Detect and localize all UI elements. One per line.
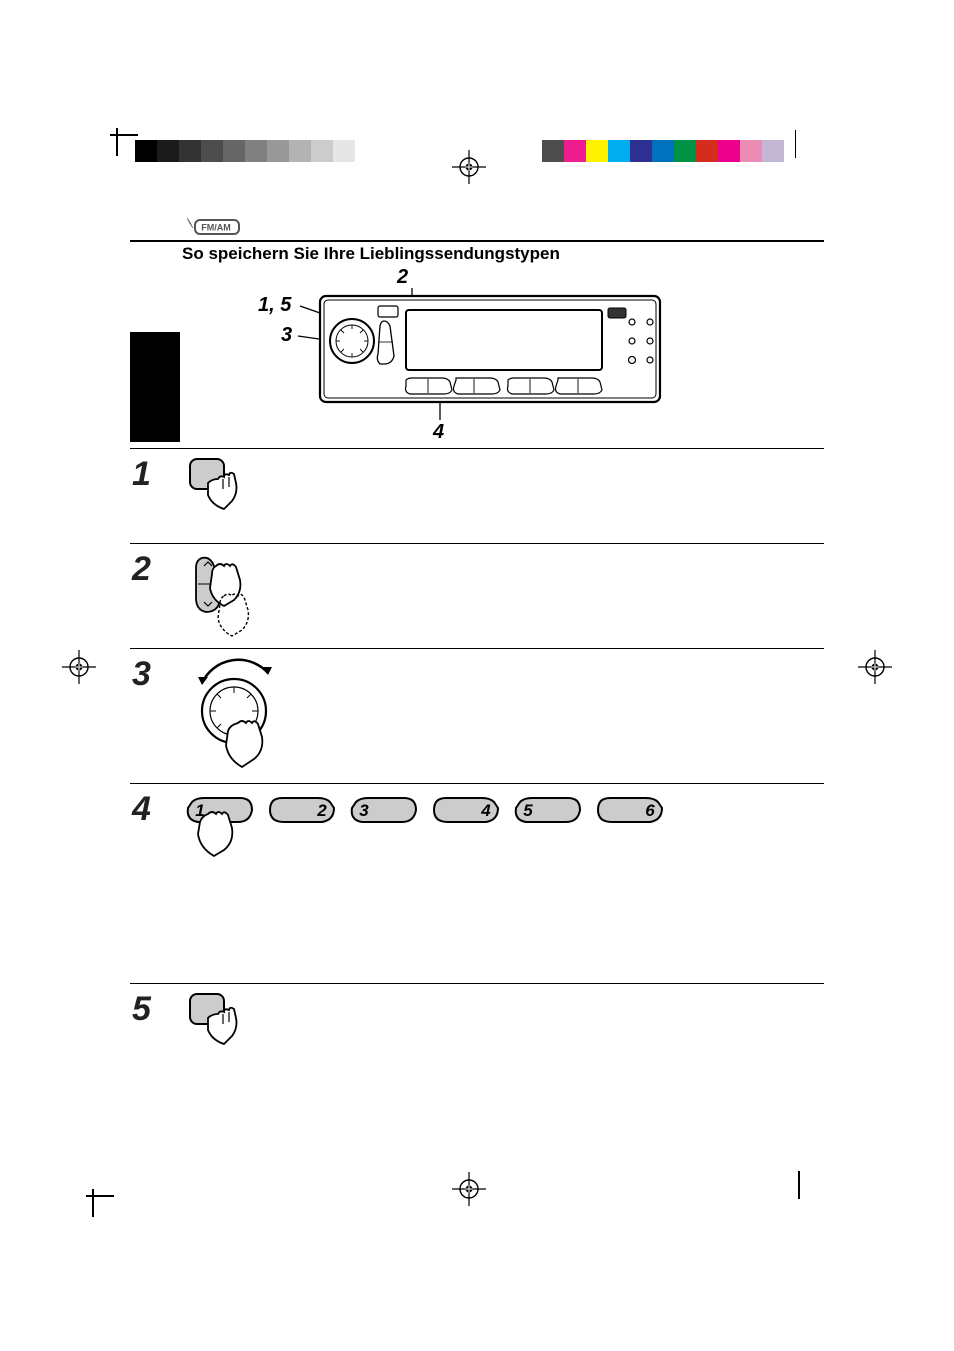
cmyk-colorbar [542,140,784,162]
step-2-number: 2 [130,552,184,586]
preset-button: 6 [594,796,666,869]
registration-mark-left [62,650,96,684]
callout-2: 2 [397,266,408,289]
callout-4: 4 [433,421,444,444]
grayscale-swatch [223,140,245,162]
svg-text:6: 6 [645,801,655,820]
color-swatch [674,140,696,162]
grayscale-swatch [179,140,201,162]
fm-am-badge-icon: FM/AM [185,216,241,238]
step-5-number: 5 [130,992,184,1026]
grayscale-swatch [135,140,157,162]
device-diagram: 2 1, 5 3 4 [130,266,824,448]
svg-text:FM/AM: FM/AM [201,223,231,233]
color-swatch [762,140,784,162]
step-4: 4 1 2 3 4 5 6 [130,783,824,983]
color-swatch [608,140,630,162]
registration-mark-bottom [452,1172,486,1206]
dial-rotate-icon [184,657,294,777]
grayscale-swatch [245,140,267,162]
svg-text:4: 4 [480,801,491,820]
svg-text:2: 2 [316,801,327,820]
registration-mark-right [858,650,892,684]
grayscale-swatch [311,140,333,162]
preset-button-row: 1 2 3 4 5 6 [184,792,666,869]
grayscale-colorbar [135,140,377,162]
content-column: So speichern Sie Ihre Lieblingssendungst… [130,240,824,1078]
button-press-icon [184,992,264,1072]
rocker-press-icon [184,552,274,642]
color-swatch [740,140,762,162]
cropmark-bl [92,1195,120,1223]
button-press-icon [184,457,264,537]
preset-button: 2 [266,796,338,869]
step-5: 5 [130,983,824,1078]
step-1-number: 1 [130,457,184,491]
step-2: 2 [130,543,824,648]
grayscale-swatch [157,140,179,162]
step-1: 1 [130,448,824,543]
step-3-number: 3 [130,657,184,691]
color-swatch [564,140,586,162]
grayscale-swatch [333,140,355,162]
grayscale-swatch [201,140,223,162]
preset-button: 5 [512,796,584,869]
step-3: 3 [130,648,824,783]
registration-mark-top [452,150,486,184]
cropmark-br [798,1167,826,1195]
grayscale-swatch [267,140,289,162]
color-swatch [718,140,740,162]
color-swatch [630,140,652,162]
grayscale-swatch [355,140,377,162]
preset-button: 4 [430,796,502,869]
preset-button: 3 [348,796,420,869]
callout-3: 3 [281,324,292,347]
svg-text:3: 3 [359,801,369,820]
step-4-number: 4 [130,792,184,826]
color-swatch [586,140,608,162]
svg-text:5: 5 [523,801,533,820]
preset-button: 1 [184,796,256,869]
radio-device-icon [130,266,824,448]
color-swatch [652,140,674,162]
grayscale-swatch [289,140,311,162]
side-black-tab [130,332,180,442]
color-swatch [542,140,564,162]
color-swatch [696,140,718,162]
section-heading: So speichern Sie Ihre Lieblingssendungst… [130,242,824,266]
callout-1-5: 1, 5 [258,294,291,317]
